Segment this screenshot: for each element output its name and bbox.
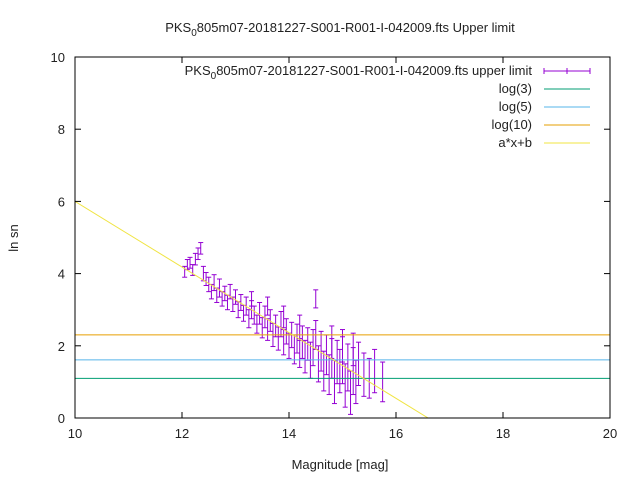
data-point [342,363,348,408]
data-point [353,359,359,405]
y-tick-label: 2 [58,339,65,354]
legend-label-upper-limit: PKS0805m07-20181227-S001-R001-I-042009.f… [185,63,533,82]
data-point [326,354,332,396]
data-point [337,348,343,394]
data-point [299,325,305,359]
x-axis-label: Magnitude [mag] [292,457,389,472]
data-point [195,247,201,261]
x-tick-label: 18 [496,426,510,441]
y-tick-label: 6 [58,194,65,209]
legend-label-log10: log(10) [492,117,532,132]
data-point [273,314,279,338]
data-point [254,314,260,334]
data-point [233,289,238,305]
data-point [265,318,271,341]
legend-label-log3: log(3) [499,81,532,96]
fit-line [75,200,429,418]
data-point [187,256,193,269]
data-point [356,341,362,387]
y-tick-label: 10 [51,50,65,65]
y-tick-label: 4 [58,267,65,282]
x-tick-label: 20 [603,426,617,441]
data-point [262,305,268,329]
data-point [380,361,386,403]
data-point [275,326,281,351]
x-tick-label: 16 [389,426,403,441]
legend-label-fit-line: a*x+b [498,135,532,150]
data-point [294,323,300,354]
data-point [318,330,324,372]
x-tick-label: 10 [68,426,82,441]
data-point [348,370,354,415]
axes: 10 12 14 16 18 20 0 2 4 6 8 10 [51,50,618,441]
data-point [329,325,335,359]
data-point [257,301,263,325]
y-tick-label: 8 [58,122,65,137]
data-point [313,289,319,309]
data-point [246,309,252,329]
legend: PKS0805m07-20181227-S001-R001-I-042009.f… [185,63,591,150]
plot-area [75,200,610,418]
data-point [278,311,284,338]
data-point [265,296,271,316]
legend-swatches [543,68,591,144]
plot-frame [74,56,611,419]
data-point [198,242,204,255]
data-point [238,294,244,311]
data-point [281,329,287,356]
data-point [350,332,356,367]
chart-title: PKS0805m07-20181227-S001-R001-I-042009.f… [165,20,515,39]
x-tick-label: 14 [282,426,296,441]
data-point [345,343,351,392]
data-point [281,305,287,329]
data-point [211,274,217,292]
x-tick-label: 12 [175,426,189,441]
y-axis-label: ln sn [6,224,21,251]
y-tick-label: 0 [58,411,65,426]
data-point [192,252,198,266]
data-point [224,294,230,311]
data-point [216,278,222,298]
data-point [297,314,303,341]
data-point [331,359,337,405]
data-point [249,291,255,307]
legend-label-log5: log(5) [499,99,532,114]
data-point [321,350,327,392]
data-point [286,332,292,359]
data-point [219,291,225,307]
data-point [267,309,273,332]
data-point [203,272,209,287]
data-point [302,339,308,374]
data-point [315,345,321,383]
data-point [206,276,212,293]
data-point [241,304,247,322]
